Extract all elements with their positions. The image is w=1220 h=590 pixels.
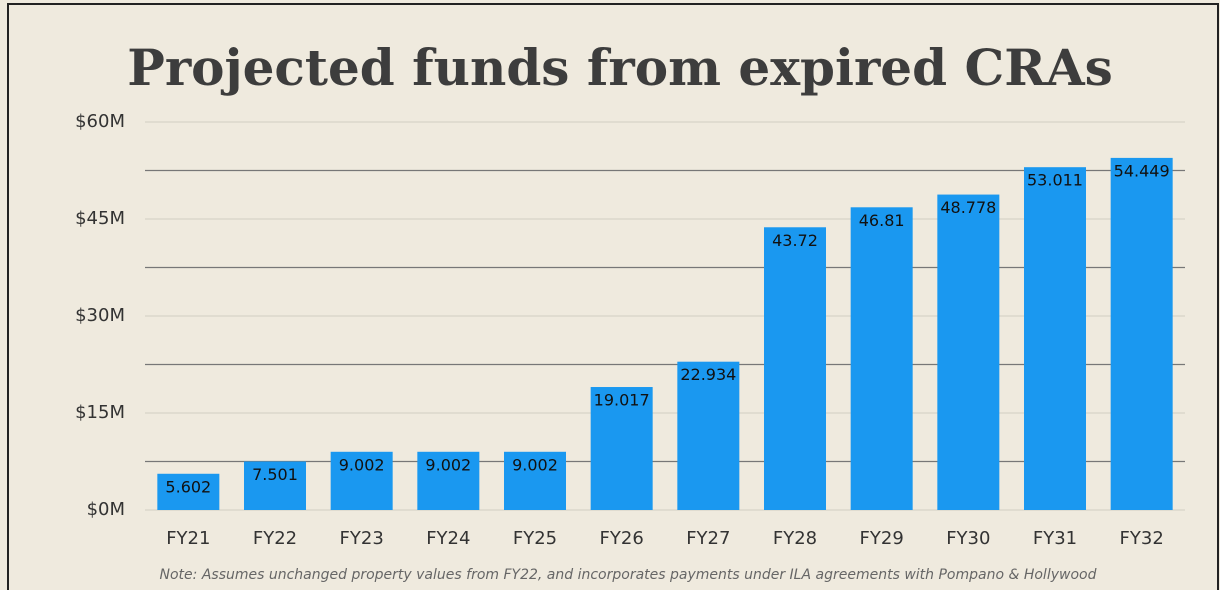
y-tick-label: $0M [87, 499, 125, 520]
x-tick-label: FY21 [166, 528, 210, 549]
x-tick-label: FY25 [513, 528, 557, 549]
bar [677, 361, 740, 510]
bar [417, 451, 480, 510]
bar [850, 207, 913, 510]
data-label: 7.501 [252, 465, 298, 484]
bar [504, 451, 566, 510]
chart-title: Projected funds from expired CRAs [127, 38, 1113, 97]
x-tick-label: FY30 [946, 528, 990, 549]
bar [1110, 157, 1173, 510]
data-label: 48.778 [940, 198, 996, 217]
data-label: 53.011 [1027, 171, 1083, 190]
y-tick-label: $45M [75, 208, 125, 229]
bar [1024, 167, 1086, 510]
bar [937, 194, 1000, 510]
bar [764, 227, 826, 510]
bar [157, 473, 220, 510]
data-label: 46.81 [859, 211, 905, 230]
y-tick-label: $15M [75, 402, 125, 423]
x-tick-label: FY26 [600, 528, 644, 549]
x-tick-label: FY29 [860, 528, 904, 549]
data-label: 22.934 [680, 365, 736, 384]
y-tick-label: $30M [75, 305, 125, 326]
bar [244, 461, 306, 510]
note: Note: Assumes unchanged property values … [160, 567, 1097, 583]
data-label: 9.002 [425, 455, 471, 474]
y-tick-label: $60M [75, 111, 125, 132]
data-label: 54.449 [1114, 161, 1170, 180]
x-tick-label: FY24 [426, 528, 470, 549]
data-label: 19.017 [594, 391, 650, 410]
data-label: 43.72 [772, 231, 818, 250]
data-label: 5.602 [165, 477, 211, 496]
bar [590, 387, 653, 510]
bar [330, 451, 393, 510]
frame [7, 3, 1219, 590]
x-tick-label: FY32 [1120, 528, 1164, 549]
x-tick-label: FY23 [340, 528, 384, 549]
x-tick-label: FY28 [773, 528, 817, 549]
x-tick-label: FY31 [1033, 528, 1077, 549]
data-label: 9.002 [512, 455, 558, 474]
x-tick-label: FY27 [686, 528, 730, 549]
x-tick-label: FY22 [253, 528, 297, 549]
data-label: 9.002 [339, 455, 385, 474]
